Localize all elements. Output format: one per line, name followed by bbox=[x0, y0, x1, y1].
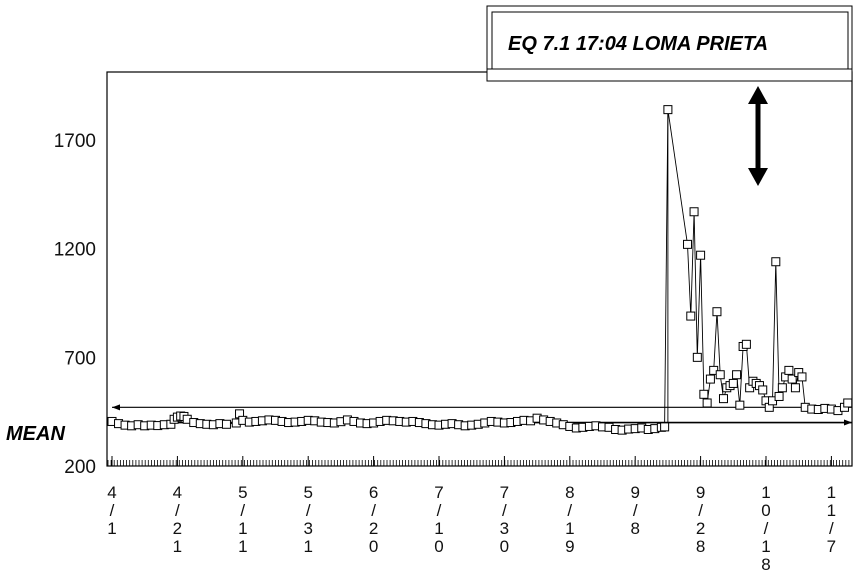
arrow-head-down bbox=[748, 168, 768, 186]
x-tick-label: 7/3 0 bbox=[500, 483, 509, 556]
x-tick-label: 7/1 0 bbox=[434, 483, 443, 556]
mean-arrow-right bbox=[844, 419, 852, 426]
data-point bbox=[221, 419, 231, 429]
y-tick-label: 700 bbox=[64, 348, 96, 369]
x-tick-label: 4/1 bbox=[107, 483, 116, 538]
x-tick-label: 5/3 1 bbox=[303, 483, 312, 556]
data-point bbox=[686, 311, 696, 321]
minor-tick-band bbox=[107, 460, 850, 466]
data-point bbox=[663, 105, 673, 115]
data-point bbox=[696, 250, 706, 260]
x-tick-label: 1 1/7 bbox=[827, 483, 836, 556]
x-tick-label: 8/1 9 bbox=[565, 483, 574, 556]
data-point bbox=[699, 389, 709, 399]
data-point bbox=[660, 422, 670, 432]
data-point bbox=[728, 378, 738, 388]
data-point bbox=[790, 383, 800, 393]
data-point bbox=[712, 307, 722, 317]
data-point bbox=[689, 207, 699, 217]
x-tick-label: 6/2 0 bbox=[369, 483, 378, 556]
data-point bbox=[797, 372, 807, 382]
data-point bbox=[774, 391, 784, 401]
x-tick-label: 1 0/1 8 bbox=[761, 483, 770, 574]
x-tick-label: 4/2 1 bbox=[173, 483, 182, 556]
x-tick-label: 5/1 1 bbox=[238, 483, 247, 556]
data-point bbox=[718, 394, 728, 404]
data-point bbox=[771, 257, 781, 267]
band-arrow-left bbox=[112, 404, 120, 411]
plot-frame bbox=[106, 71, 853, 467]
y-tick-labels: 200 700 1200 1700 bbox=[54, 131, 96, 478]
data-point bbox=[705, 374, 715, 384]
data-point bbox=[683, 239, 693, 249]
mean-label: MEAN bbox=[6, 423, 65, 445]
data-point bbox=[735, 400, 745, 410]
data-point bbox=[692, 352, 702, 362]
data-point bbox=[732, 370, 742, 380]
data-point bbox=[777, 383, 787, 393]
arrow-head-up bbox=[748, 86, 768, 104]
x-minor-ticks bbox=[107, 460, 850, 466]
data-point bbox=[843, 398, 853, 408]
data-point bbox=[784, 365, 794, 375]
series-markers bbox=[107, 105, 853, 435]
data-point bbox=[741, 339, 751, 349]
x-tick-label: 9/2 8 bbox=[696, 483, 705, 556]
data-point bbox=[758, 385, 768, 395]
annotation: EQ 7.1 17:04 LOMA PRIETA bbox=[486, 5, 853, 186]
x-tick-labels: 4/1 4/2 1 5/1 1 5/3 1 6/2 0 7/1 0 7/3 0 8/1 9 9/8 9/2 8 1 0… bbox=[107, 456, 836, 574]
y-tick-label: 1200 bbox=[54, 240, 96, 261]
y-tick-label: 1700 bbox=[54, 131, 96, 152]
x-tick-label: 9/8 bbox=[630, 483, 639, 538]
annotation-label: EQ 7.1 17:04 LOMA PRIETA bbox=[508, 33, 768, 55]
data-point bbox=[715, 370, 725, 380]
data-point bbox=[787, 374, 797, 384]
data-point bbox=[702, 398, 712, 408]
y-tick-label: 200 bbox=[64, 457, 96, 478]
